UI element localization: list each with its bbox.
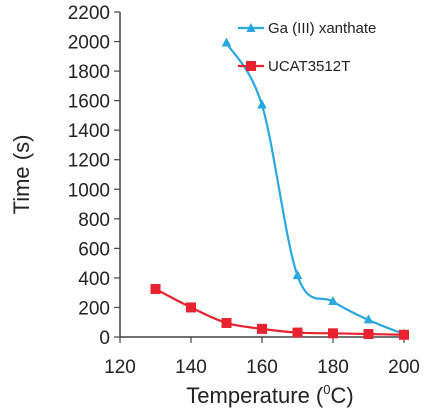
data-point-square xyxy=(363,329,374,340)
x-tick-label: 180 xyxy=(317,357,349,378)
x-tick-label: 200 xyxy=(388,357,420,378)
data-point-square xyxy=(257,323,267,334)
x-axis-title: Temperature (0C) xyxy=(186,382,353,408)
x-tick-label: 140 xyxy=(175,357,207,378)
legend-label: UCAT3512T xyxy=(268,58,350,75)
y-tick-label: 1400 xyxy=(68,121,110,142)
y-tick-label: 1800 xyxy=(68,62,110,83)
legend-square-marker xyxy=(246,61,256,71)
series-ga-xanthate xyxy=(221,37,409,338)
data-point-triangle xyxy=(363,314,374,324)
x-tick-label: 120 xyxy=(104,357,136,378)
y-tick-label: 400 xyxy=(78,269,110,290)
data-point-square xyxy=(186,302,196,313)
x-tick-label: 160 xyxy=(246,357,278,378)
data-point-square xyxy=(221,317,232,328)
data-point-square xyxy=(292,327,303,338)
data-point-square xyxy=(399,329,409,340)
data-point-triangle xyxy=(221,37,232,47)
data-point-triangle xyxy=(292,270,303,280)
x-axis-title-superscript: 0 xyxy=(323,382,330,397)
series-layer xyxy=(150,37,409,340)
y-tick-label: 2200 xyxy=(68,3,110,24)
data-point-triangle xyxy=(328,295,338,305)
y-tick-label: 1000 xyxy=(68,180,110,201)
y-tick-label: 1600 xyxy=(68,92,110,113)
y-tick-label: 800 xyxy=(78,210,110,231)
x-axis-title-main: Temperature ( xyxy=(186,383,324,408)
series-ucat3512t xyxy=(150,283,409,340)
axes xyxy=(119,12,404,338)
legend-label: Ga (III) xanthate xyxy=(268,20,376,37)
y-tick-label: 600 xyxy=(78,239,110,260)
y-tick-label: 0 xyxy=(99,328,110,349)
data-point-square xyxy=(328,328,338,339)
x-axis-title-suffix: C) xyxy=(330,383,353,408)
legend-triangle-marker xyxy=(246,23,256,32)
y-tick-label: 2000 xyxy=(68,33,110,54)
y-tick-label: 200 xyxy=(78,298,110,319)
legend-item-ga-xanthate: Ga (III) xanthate xyxy=(238,20,376,37)
y-axis-title: Time (s) xyxy=(9,135,34,215)
legend: Ga (III) xanthate UCAT3512T xyxy=(238,20,376,75)
data-point-square xyxy=(150,283,161,294)
ticks: 0 200 400 600 800 1000 1200 1400 1600 1800 2000 220… xyxy=(68,3,420,378)
series-line-ga-xanthate xyxy=(225,42,405,336)
y-tick-label: 1200 xyxy=(68,151,110,172)
legend-item-ucat3512t: UCAT3512T xyxy=(238,58,350,75)
data-point-triangle xyxy=(257,99,267,109)
